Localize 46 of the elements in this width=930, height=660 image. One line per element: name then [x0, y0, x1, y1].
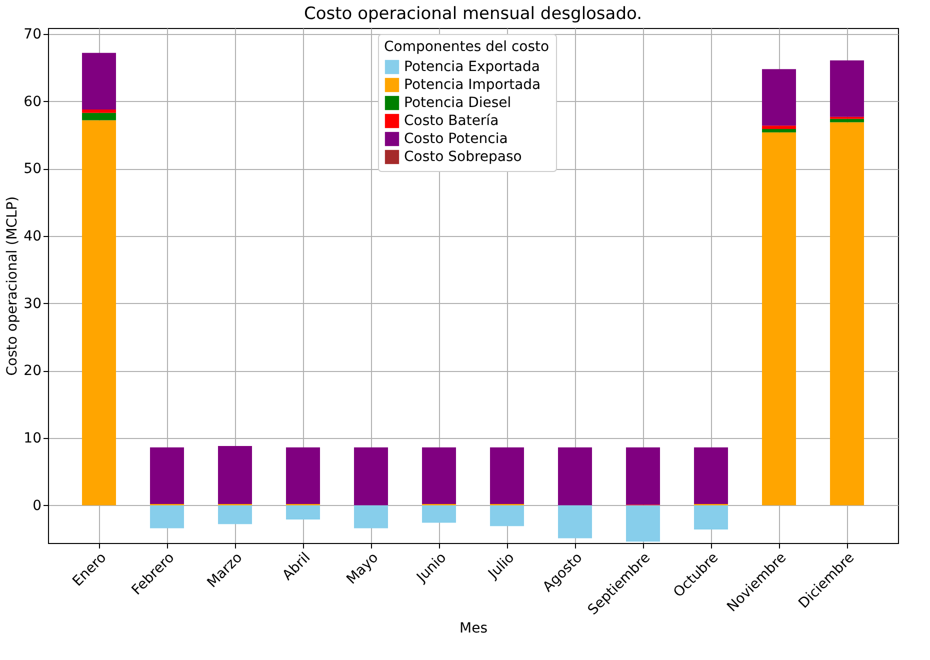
y-tick-label: 50 — [24, 161, 42, 178]
legend-label: Costo Sobrepaso — [404, 149, 522, 165]
bar — [82, 52, 116, 110]
bar — [558, 447, 592, 506]
bar — [150, 447, 184, 504]
bar — [830, 122, 864, 506]
legend-label: Costo Batería — [404, 113, 499, 129]
bar — [422, 447, 456, 504]
y-axis-title: Costo operacional (MCLP) — [4, 196, 21, 376]
bar — [218, 446, 252, 504]
bar — [354, 447, 388, 506]
bar — [422, 505, 456, 523]
bar — [762, 126, 796, 129]
bar — [626, 505, 660, 542]
y-tick-label: 0 — [32, 498, 42, 514]
legend-label: Costo Potencia — [404, 131, 508, 147]
legend-label: Potencia Importada — [404, 77, 541, 93]
bar — [82, 120, 116, 506]
bar — [82, 112, 116, 120]
y-tick-label: 40 — [24, 228, 42, 245]
chart-title: Costo operacional mensual desglosado. — [304, 4, 642, 24]
y-tick-label: 20 — [24, 363, 42, 380]
bar — [694, 447, 728, 504]
x-axis-title: Mes — [460, 620, 488, 637]
bar — [762, 132, 796, 506]
legend-label: Potencia Exportada — [404, 59, 540, 75]
bar — [762, 69, 796, 126]
bar — [82, 109, 116, 113]
legend-label: Potencia Diesel — [404, 95, 512, 111]
bar — [150, 505, 184, 528]
bar — [558, 505, 592, 538]
bar — [490, 505, 524, 526]
bar — [626, 447, 660, 505]
bar — [762, 128, 796, 132]
bar — [286, 505, 320, 520]
y-tick-label: 30 — [24, 296, 42, 312]
bar — [354, 505, 388, 528]
bar — [218, 505, 252, 524]
bar — [286, 447, 320, 504]
y-tick-label: 10 — [24, 430, 42, 446]
y-tick-label: 60 — [24, 94, 42, 110]
legend-title: Componentes del costo — [384, 39, 550, 55]
y-tick-label: 70 — [24, 26, 42, 43]
bar — [694, 505, 728, 530]
bar — [830, 60, 864, 117]
bar — [490, 447, 524, 504]
